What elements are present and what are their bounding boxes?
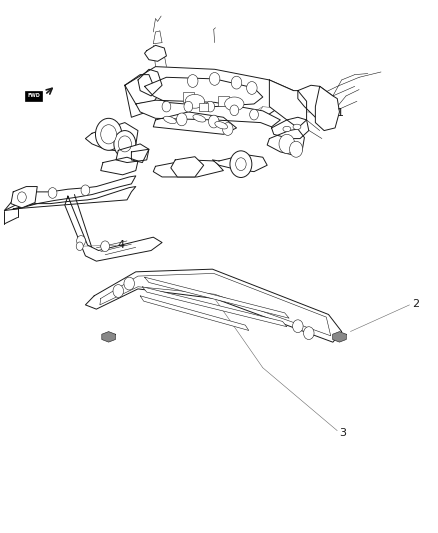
Circle shape — [290, 141, 303, 157]
Polygon shape — [4, 176, 136, 211]
Circle shape — [206, 101, 215, 112]
Polygon shape — [145, 45, 166, 61]
Circle shape — [184, 101, 193, 112]
Text: FWD: FWD — [27, 93, 40, 99]
Text: 2: 2 — [412, 299, 419, 309]
Circle shape — [236, 158, 246, 171]
Polygon shape — [11, 187, 37, 208]
Polygon shape — [267, 129, 304, 155]
Circle shape — [81, 185, 90, 196]
Circle shape — [162, 101, 171, 112]
Polygon shape — [212, 155, 267, 172]
Circle shape — [95, 118, 122, 150]
Ellipse shape — [225, 97, 244, 111]
Circle shape — [76, 242, 83, 251]
Circle shape — [101, 125, 117, 144]
Polygon shape — [116, 144, 149, 163]
Circle shape — [124, 277, 134, 290]
Polygon shape — [272, 117, 309, 139]
Circle shape — [223, 123, 233, 135]
Polygon shape — [136, 100, 280, 127]
Circle shape — [231, 76, 242, 89]
Circle shape — [187, 75, 198, 87]
Text: 1: 1 — [336, 108, 343, 118]
Polygon shape — [153, 160, 223, 177]
Polygon shape — [125, 75, 158, 117]
Circle shape — [113, 285, 124, 297]
Polygon shape — [138, 69, 162, 96]
Polygon shape — [145, 277, 289, 318]
Text: 4: 4 — [117, 240, 124, 250]
Polygon shape — [65, 196, 162, 261]
Circle shape — [77, 236, 85, 246]
Bar — [25, 91, 42, 101]
Circle shape — [101, 241, 110, 252]
Polygon shape — [315, 86, 339, 131]
Circle shape — [230, 151, 252, 177]
Circle shape — [114, 131, 136, 157]
Text: 3: 3 — [339, 428, 346, 438]
Polygon shape — [145, 77, 263, 107]
Polygon shape — [102, 332, 116, 342]
Bar — [183, 92, 194, 102]
Circle shape — [48, 188, 57, 198]
Circle shape — [279, 134, 295, 154]
Polygon shape — [13, 187, 136, 209]
Polygon shape — [298, 85, 333, 120]
Polygon shape — [269, 80, 307, 128]
Circle shape — [177, 113, 187, 126]
Ellipse shape — [193, 115, 206, 122]
Polygon shape — [131, 149, 149, 163]
Circle shape — [247, 82, 257, 94]
Ellipse shape — [163, 116, 177, 124]
Ellipse shape — [283, 126, 291, 132]
Polygon shape — [332, 332, 346, 342]
Circle shape — [118, 136, 131, 152]
Ellipse shape — [293, 124, 301, 130]
Polygon shape — [101, 157, 138, 175]
Circle shape — [230, 105, 239, 116]
Polygon shape — [140, 296, 249, 330]
Circle shape — [304, 327, 314, 340]
Circle shape — [209, 72, 220, 85]
Polygon shape — [153, 112, 237, 134]
Bar — [218, 96, 229, 106]
Ellipse shape — [185, 94, 205, 108]
Circle shape — [250, 109, 258, 120]
Polygon shape — [85, 123, 138, 152]
Polygon shape — [142, 287, 287, 327]
Bar — [199, 103, 208, 111]
Ellipse shape — [215, 122, 228, 129]
Circle shape — [208, 115, 219, 128]
Polygon shape — [85, 269, 342, 342]
Circle shape — [293, 320, 303, 333]
Circle shape — [18, 192, 26, 203]
Polygon shape — [125, 67, 293, 120]
Polygon shape — [171, 157, 204, 177]
